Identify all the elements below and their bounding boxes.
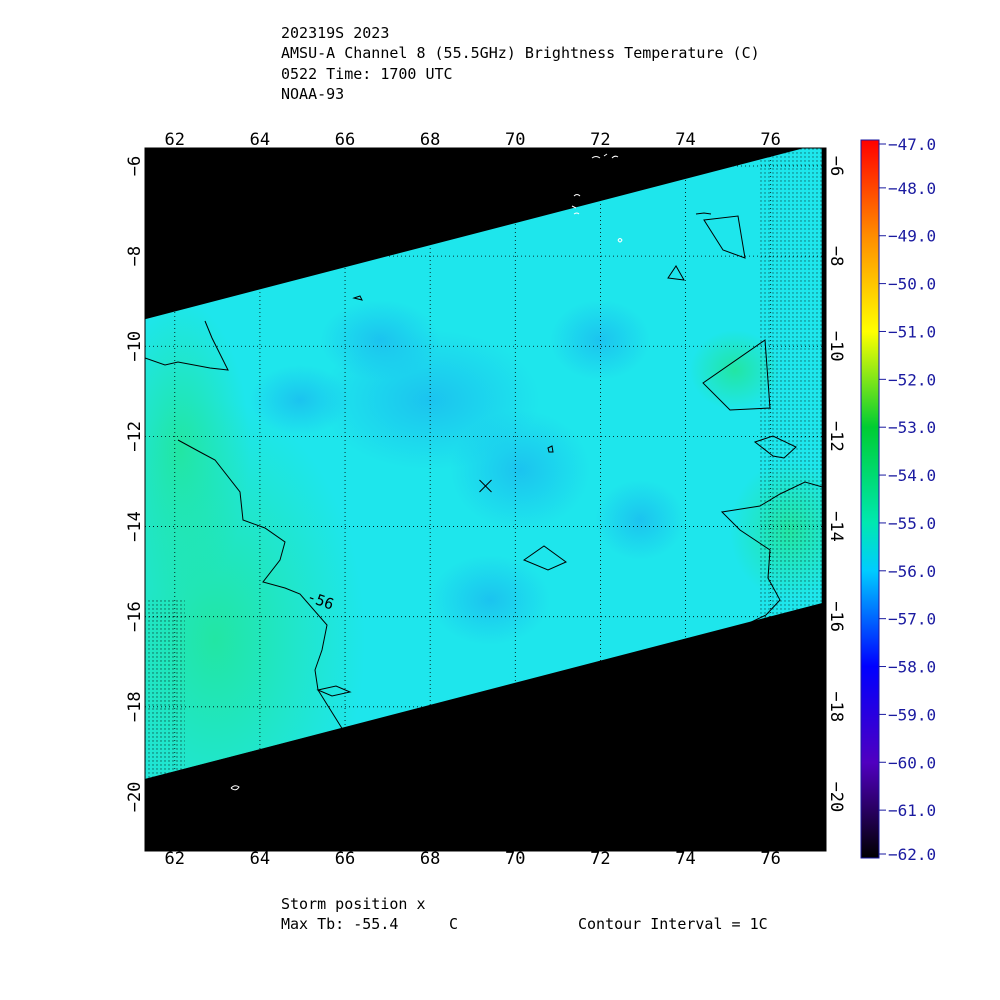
colorbar-label: −50.0 [888,275,936,294]
x-tick-label: 68 [420,849,440,869]
contour-closed-4 [667,265,685,281]
colorbar-label: −59.0 [888,705,936,724]
x-tick-label: 74 [675,130,695,150]
x-tick-label: 62 [165,130,185,150]
x-tick-label: 76 [760,849,780,869]
header-satellite: NOAA-93 [281,85,345,103]
bad-data-specks [230,153,623,791]
y-tick-label: −14 [826,511,846,542]
colorbar-label: −58.0 [888,658,936,677]
x-tick-label: 70 [505,849,525,869]
contour-closed-2 [753,435,797,459]
x-tick-label: 64 [250,849,270,869]
x-tick-label: 66 [335,130,355,150]
x-tick-label: 62 [165,849,185,869]
contour-closed-8 [352,295,363,301]
contour-lines [145,212,826,739]
colorbar-label: −54.0 [888,466,936,485]
y-tick-label: −12 [125,421,145,452]
x-tick-label: 74 [675,849,695,869]
contour-main [145,320,229,371]
colorbar-label: −60.0 [888,753,936,772]
contour-closed-5 [522,545,567,571]
header-line-1: 202319S 2023 [281,24,390,42]
contour-short [695,212,712,215]
x-tick-labels-bottom: 62 64 66 68 70 72 74 76 [165,849,781,869]
x-tick-label: 72 [590,130,610,150]
colorbar-label: −47.0 [888,135,936,154]
y-tick-label: −10 [826,331,846,362]
map-chart: 62 64 66 68 70 72 74 76 62 64 66 68 70 72 74 76 −6 −8 −1… [125,130,936,869]
contour-closed-7 [547,445,554,453]
y-tick-label: −12 [826,421,846,452]
contour-main-lower [177,439,349,739]
chart-title: AMSU-A Channel 8 (55.5GHz) Brightness Te… [281,44,760,62]
contour-interval: Contour Interval = 1C [578,915,768,933]
x-tick-label: 68 [420,130,440,150]
x-tick-label: 72 [590,849,610,869]
max-tb-unit: C [449,915,459,933]
y-tick-label: −8 [125,246,145,266]
plot-frame [144,147,827,852]
colorbar-label: −53.0 [888,418,936,437]
colorbar-label: −61.0 [888,801,936,820]
colorbar-label: −49.0 [888,227,936,246]
edge-stipple-left [145,600,185,779]
colorbar-label: −51.0 [888,322,936,341]
y-tick-label: −14 [125,511,145,542]
header-time: 0522 Time: 1700 UTC [281,65,453,83]
max-tb-readout: Max Tb: -55.4 [281,915,399,933]
storm-position-legend: Storm position x [281,895,426,913]
colorbar-ticks: −47.0 −48.0 −49.0 −50.0 −51.0 −52.0 −53.0 −54.0… [879,135,936,864]
colorbar-fill [860,139,880,859]
colorbar-label: −56.0 [888,562,936,581]
contour-closed-3 [703,215,746,259]
y-tick-label: −20 [125,782,145,813]
colorbar-label: −62.0 [888,845,936,864]
gridlines [145,148,826,851]
contour-right-lower [720,481,826,626]
y-tick-label: −10 [125,331,145,362]
colorbar: −47.0 −48.0 −49.0 −50.0 −51.0 −52.0 −53.0 −54.0… [860,135,936,864]
y-tick-label: −16 [826,601,846,632]
y-tick-label: −20 [826,782,846,813]
y-tick-label: −16 [125,601,145,632]
colorbar-label: −55.0 [888,514,936,533]
y-tick-label: −18 [125,691,145,722]
y-tick-label: −6 [125,156,145,176]
storm-position-marker [479,479,492,493]
y-tick-label: −6 [826,156,846,176]
x-tick-label: 66 [335,849,355,869]
colorbar-label: −57.0 [888,610,936,629]
y-tick-labels-left: −6 −8 −10 −12 −14 −16 −18 −20 [125,156,145,812]
y-tick-label: −18 [826,691,846,722]
x-tick-label: 64 [250,130,270,150]
colorbar-label: −52.0 [888,370,936,389]
y-tick-labels-right: −6 −8 −10 −12 −14 −16 −18 −20 [826,156,846,812]
x-tick-label: 76 [760,130,780,150]
x-tick-labels-top: 62 64 66 68 70 72 74 76 [165,130,781,150]
x-tick-label: 70 [505,130,525,150]
contour-closed-1 [702,339,771,411]
colorbar-label: −48.0 [888,179,936,198]
contour-closed-6 [316,685,352,697]
y-tick-label: −8 [826,246,846,266]
